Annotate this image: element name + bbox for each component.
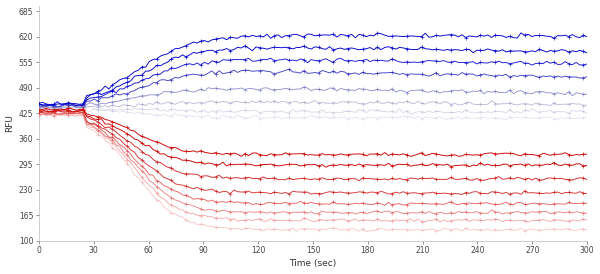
X-axis label: Time (sec): Time (sec) xyxy=(289,259,337,269)
Y-axis label: RFU: RFU xyxy=(5,114,14,132)
